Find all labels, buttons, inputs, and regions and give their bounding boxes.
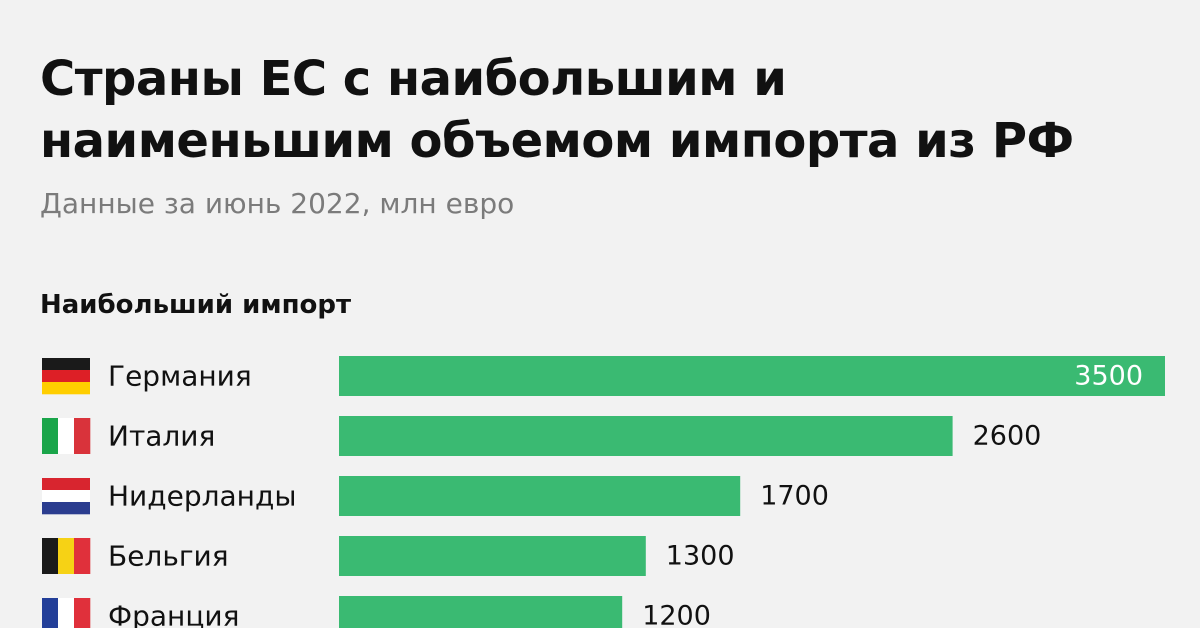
flag-stripe <box>58 538 75 574</box>
chart-row: Нидерланды 1700 <box>42 476 829 516</box>
flag-stripe <box>42 502 90 515</box>
flag-stripe <box>58 598 75 628</box>
flag-stripe <box>42 370 90 383</box>
chart-row: Германия 3500 <box>42 356 1165 396</box>
flag-stripe <box>74 418 91 454</box>
italy-flag-icon <box>42 418 91 454</box>
belgium-flag-icon <box>42 538 91 574</box>
title-line-2: наименьшим объемом импорта из РФ <box>40 113 1074 169</box>
chart-row: Франция 1200 <box>42 596 711 628</box>
category-label: Нидерланды <box>108 480 296 513</box>
flag-stripe <box>42 382 90 395</box>
germany-flag-icon <box>42 358 90 395</box>
flag-stripe <box>42 598 59 628</box>
flag-stripe <box>42 538 59 574</box>
value-label: 1300 <box>666 541 735 572</box>
category-label: Италия <box>108 420 215 453</box>
flag-stripe <box>74 598 91 628</box>
flag-stripe <box>74 538 91 574</box>
flag-stripe <box>58 418 75 454</box>
category-label: Германия <box>108 360 252 393</box>
flag-stripe <box>42 358 90 371</box>
flag-stripe <box>42 490 90 503</box>
value-label: 1200 <box>642 601 711 628</box>
value-label: 3500 <box>1074 361 1143 392</box>
category-label: Франция <box>108 600 239 628</box>
value-label: 2600 <box>973 421 1042 452</box>
chart-row: Бельгия 1300 <box>42 536 735 576</box>
page-subtitle: Данные за июнь 2022, млн евро <box>40 187 515 220</box>
bar <box>339 356 1165 396</box>
bar <box>339 596 623 628</box>
value-label: 1700 <box>760 481 829 512</box>
category-label: Бельгия <box>108 540 229 573</box>
flag-stripe <box>42 418 59 454</box>
section-label: Наибольший импорт <box>40 290 352 320</box>
chart-row: Италия 2600 <box>42 416 1041 456</box>
bar <box>339 476 741 516</box>
bar <box>339 536 646 576</box>
page-title: Страны ЕС с наибольшим и наименьшим объе… <box>40 48 1170 172</box>
bar <box>339 416 953 456</box>
netherlands-flag-icon <box>42 478 90 515</box>
france-flag-icon <box>42 598 91 628</box>
title-line-1: Страны ЕС с наибольшим и <box>40 51 787 107</box>
flag-stripe <box>42 478 90 491</box>
